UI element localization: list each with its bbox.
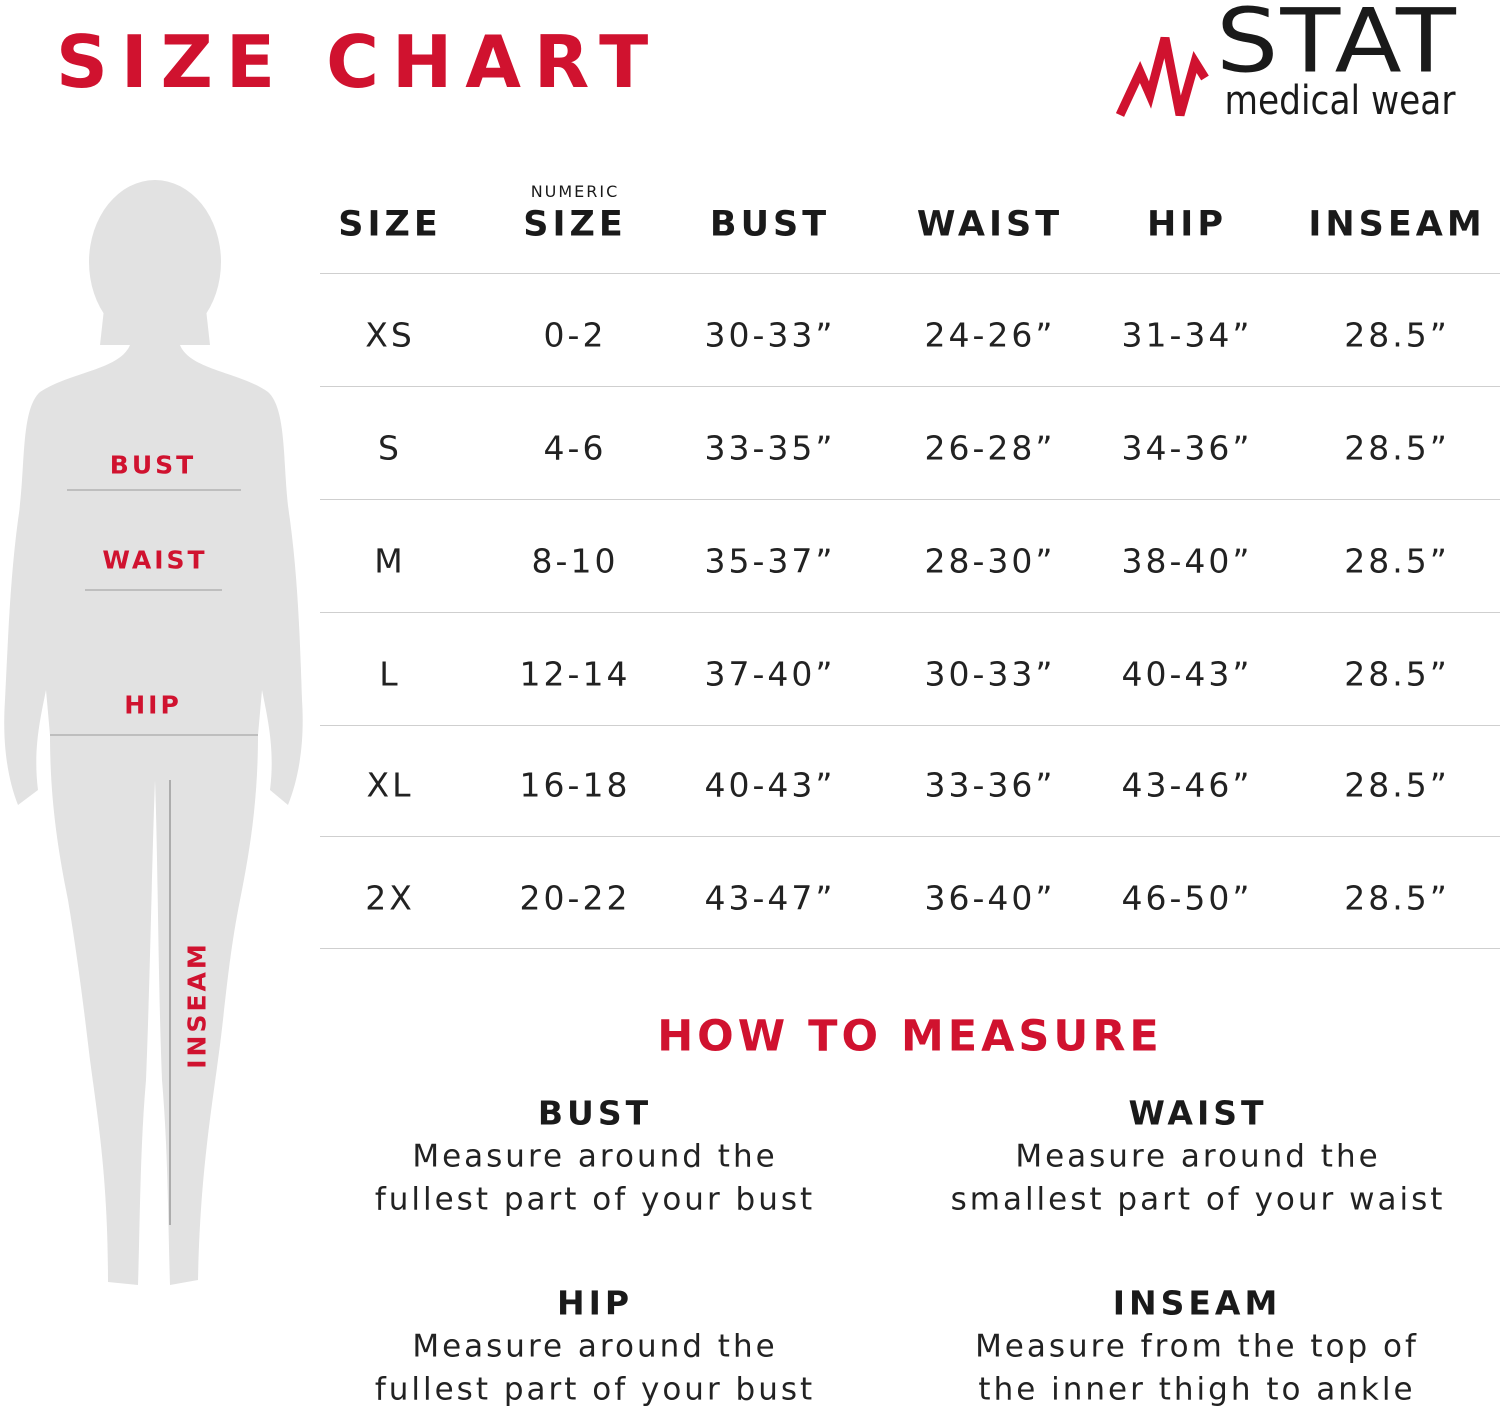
table-cell: 46-50” [1121, 878, 1253, 918]
column-header: BUST [709, 204, 831, 245]
column-header: HIP [1147, 204, 1227, 245]
figure-label: BUST [109, 450, 197, 480]
figure-label: INSEAM [182, 941, 212, 1069]
table-cell: 40-43” [1121, 654, 1253, 694]
figure-label: WAIST [102, 545, 208, 575]
logo-brand: STAT [1216, 0, 1458, 94]
table-cell: 30-33” [704, 315, 836, 355]
row-divider [320, 725, 1500, 726]
table-cell: 28.5” [1344, 654, 1450, 694]
table-cell: 33-35” [704, 428, 836, 468]
row-divider [320, 612, 1500, 613]
table-cell: 34-36” [1121, 428, 1253, 468]
measure-heading: WAIST [1128, 1093, 1268, 1133]
row-divider [320, 948, 1500, 949]
table-cell: 28.5” [1344, 315, 1450, 355]
table-cell: 37-40” [704, 654, 836, 694]
column-header: SIZE [523, 204, 627, 245]
table-cell: 28.5” [1344, 428, 1450, 468]
column-header: INSEAM [1308, 204, 1486, 245]
table-cell: 30-33” [924, 654, 1056, 694]
page-title: SIZE CHART [56, 20, 662, 104]
row-divider [320, 836, 1500, 837]
table-cell: 33-36” [924, 765, 1056, 805]
logo-tagline: medical wear [1224, 78, 1456, 124]
table-cell: 28-30” [924, 541, 1056, 581]
table-cell: 28.5” [1344, 765, 1450, 805]
section-title: HOW TO MEASURE [657, 1011, 1163, 1062]
table-cell: 4-6 [543, 428, 607, 468]
table-cell: 35-37” [704, 541, 836, 581]
column-header: WAIST [916, 204, 1064, 245]
measure-text: fullest part of your bust [374, 1371, 816, 1408]
table-cell: 31-34” [1121, 315, 1253, 355]
row-divider [320, 499, 1500, 500]
row-divider [320, 273, 1500, 274]
logo-pulse [1115, 36, 1209, 117]
row-divider [320, 386, 1500, 387]
table-cell: 36-40” [924, 878, 1056, 918]
table-cell: 43-46” [1121, 765, 1253, 805]
table-cell: 24-26” [924, 315, 1056, 355]
measure-text: smallest part of your waist [950, 1181, 1446, 1218]
table-cell: XL [366, 765, 414, 805]
table-cell: 38-40” [1121, 541, 1253, 581]
figure-label: HIP [124, 690, 182, 720]
table-cell: M [374, 541, 406, 581]
measure-heading: INSEAM [1112, 1283, 1282, 1323]
measure-heading: BUST [537, 1093, 653, 1133]
measure-text: Measure around the [412, 1328, 778, 1365]
table-cell: 28.5” [1344, 878, 1450, 918]
measure-text: the inner thigh to ankle [978, 1371, 1416, 1408]
table-cell: 28.5” [1344, 541, 1450, 581]
table-cell: 20-22 [519, 878, 631, 918]
measure-heading: HIP [556, 1283, 634, 1323]
table-cell: S [378, 428, 402, 468]
table-cell: 8-10 [531, 541, 619, 581]
measure-text: Measure around the [412, 1138, 778, 1175]
measure-text: Measure around the [1015, 1138, 1381, 1175]
measure-text: Measure from the top of [975, 1328, 1419, 1365]
column-header: SIZE [338, 204, 442, 245]
table-cell: 43-47” [704, 878, 836, 918]
table-cell: 16-18 [519, 765, 631, 805]
table-cell: XS [365, 315, 415, 355]
silhouette [4, 180, 303, 1285]
table-cell: 40-43” [704, 765, 836, 805]
measure-text: fullest part of your bust [374, 1181, 816, 1218]
table-cell: 2X [365, 878, 415, 918]
table-cell: 26-28” [924, 428, 1056, 468]
column-header-overline: NUMERIC [530, 182, 620, 201]
table-cell: 12-14 [519, 654, 631, 694]
table-cell: L [379, 654, 401, 694]
table-cell: 0-2 [543, 315, 607, 355]
